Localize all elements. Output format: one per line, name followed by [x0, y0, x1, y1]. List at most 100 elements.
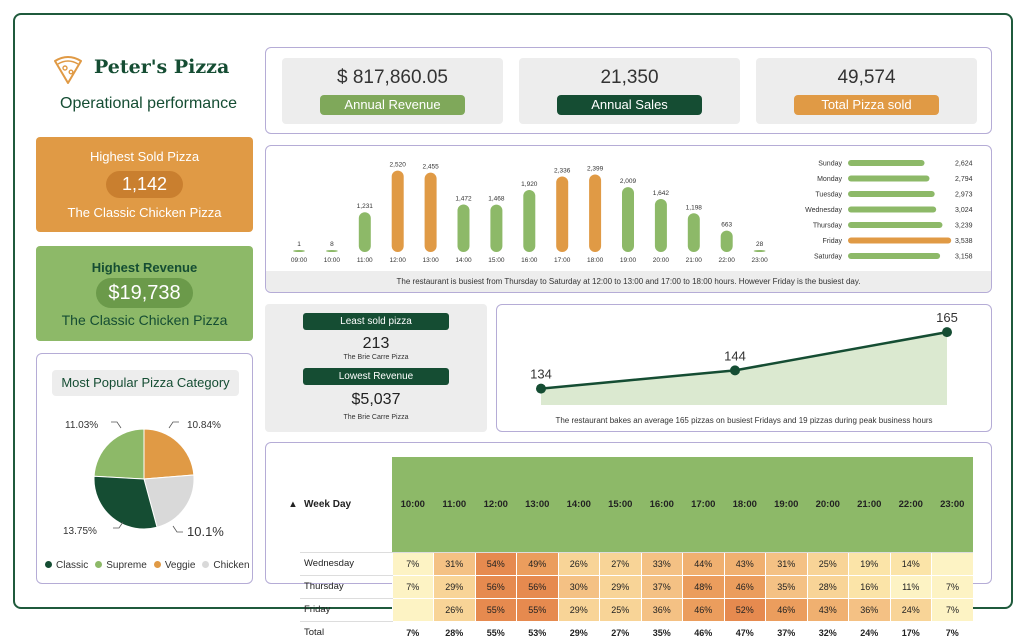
pie-slice-chicken[interactable]	[143, 474, 195, 528]
weekday-bar-thursday[interactable]	[848, 222, 943, 228]
total-cell: 28%	[433, 621, 475, 644]
hour-column-header[interactable]: 23:00	[931, 457, 973, 553]
kpi-label: Annual Revenue	[320, 95, 465, 115]
kpi-annual-revenue: $ 817,860.05 Annual Revenue	[282, 58, 503, 124]
hour-bar-21:00[interactable]	[687, 213, 700, 252]
highest-sold-pizza: The Classic Chicken Pizza	[67, 205, 222, 220]
heat-cell: 52%	[723, 598, 766, 622]
hour-bar-14:00[interactable]	[457, 204, 470, 252]
hour-column-header[interactable]: 21:00	[848, 457, 890, 553]
weekday-bar-tuesday[interactable]	[848, 191, 935, 197]
hour-value-label: 663	[721, 222, 732, 229]
weekday-value-label: 3,158	[955, 254, 973, 261]
kpi-total-pizza-sold: 49,574 Total Pizza sold	[756, 58, 977, 124]
legend-item-chicken[interactable]: Chicken	[202, 560, 250, 571]
hour-column-header[interactable]: 19:00	[765, 457, 807, 553]
hour-value-label: 2,336	[554, 168, 571, 175]
weekday-bar-chart: Sunday 2,624 Monday 2,794 Tuesday 2,973 Wednes…	[805, 160, 973, 261]
line-point[interactable]	[536, 383, 546, 394]
hour-bar-19:00[interactable]	[622, 187, 634, 252]
weekday-value-label: 3,024	[955, 207, 973, 214]
sales-by-time-panel: 1 09:00 8 10:00 1,231 11:00 2,520 12:00 2,455 13:…	[265, 145, 992, 293]
hour-value-label: 1,468	[488, 196, 505, 203]
hour-bar-10:00[interactable]	[325, 250, 338, 252]
hour-value-label: 1	[297, 241, 301, 248]
weekday-bar-sunday[interactable]	[848, 160, 925, 166]
heat-cell: 11%	[889, 575, 932, 599]
total-cell: 35%	[641, 621, 683, 644]
hour-column-header[interactable]: 11:00	[433, 457, 475, 553]
hour-bar-17:00[interactable]	[556, 176, 569, 252]
weekday-label: Friday	[823, 238, 843, 245]
heat-cell: 33%	[640, 552, 683, 576]
hour-column-header[interactable]: 14:00	[558, 457, 600, 553]
hour-bar-18:00[interactable]	[589, 174, 602, 252]
heat-cell: 29%	[557, 598, 600, 622]
hour-bar-15:00[interactable]	[490, 204, 503, 252]
hour-bar-11:00[interactable]	[358, 212, 371, 252]
pie-leader-line	[168, 421, 179, 429]
lowest-revenue-pizza: The Brie Carre Pizza	[343, 414, 409, 421]
least-sold-card: Least sold pizza 213 The Brie Carre Pizz…	[265, 304, 487, 432]
pizzas-area-chart: 134 144 165	[530, 310, 958, 405]
heat-cell: 7%	[391, 552, 434, 576]
pie-leader-line	[111, 421, 122, 429]
hour-bar-22:00[interactable]	[720, 230, 733, 252]
weekday-label: Thursday	[813, 223, 843, 230]
least-sold-value: 213	[362, 335, 390, 352]
weekday-bar-saturday[interactable]	[848, 253, 941, 259]
heat-cell: 7%	[931, 598, 973, 622]
weekday-bar-monday[interactable]	[848, 175, 930, 182]
line-point[interactable]	[942, 327, 952, 338]
hour-bar-23:00[interactable]	[753, 250, 766, 252]
least-sold-label: Least sold pizza	[303, 313, 449, 330]
hour-column-header[interactable]: 22:00	[890, 457, 932, 553]
hour-column-header[interactable]: 18:00	[724, 457, 766, 553]
hour-tick-label: 23:00	[751, 257, 768, 264]
highest-revenue-pizza: The Classic Chicken Pizza	[61, 312, 228, 328]
hour-column-header[interactable]: 12:00	[475, 457, 517, 553]
hour-tick-label: 16:00	[521, 257, 538, 264]
hour-bar-13:00[interactable]	[424, 172, 437, 252]
hour-tick-label: 17:00	[554, 257, 571, 264]
heat-cell: 48%	[682, 575, 724, 599]
hour-value-label: 1,231	[357, 203, 374, 210]
area-fill	[541, 332, 947, 405]
pie-slice-veggie[interactable]	[143, 428, 195, 480]
hour-bar-20:00[interactable]	[654, 198, 667, 252]
hour-column-header[interactable]: 10:00	[392, 457, 434, 553]
weekday-label: Saturday	[814, 254, 843, 261]
hour-column-header[interactable]: 17:00	[682, 457, 724, 553]
hour-column-header[interactable]: 15:00	[599, 457, 641, 553]
total-cell: 47%	[724, 621, 766, 644]
hour-column-header[interactable]: 16:00	[641, 457, 683, 553]
hour-value-label: 1,920	[521, 181, 538, 188]
hourly-heatmap-table: ▲ Week Day 10:00 11:00 12:00 13:00 14:00 15:0…	[286, 457, 973, 644]
heat-cell: 55%	[474, 598, 517, 622]
legend-label: Classic	[56, 560, 89, 571]
weekday-value-label: 3,239	[955, 223, 973, 230]
pie-slice-supreme[interactable]	[93, 428, 145, 480]
line-point[interactable]	[730, 365, 740, 376]
legend-item-supreme[interactable]: Supreme	[95, 560, 147, 571]
legend-item-veggie[interactable]: Veggie	[153, 560, 195, 571]
hour-tick-label: 15:00	[488, 257, 505, 264]
legend-dot	[153, 561, 161, 568]
week-day-header[interactable]: Week Day	[300, 457, 392, 553]
hour-bar-09:00[interactable]	[293, 250, 305, 252]
hour-bar-16:00[interactable]	[523, 189, 536, 252]
hour-column-header[interactable]: 13:00	[516, 457, 558, 553]
total-cell: 46%	[682, 621, 724, 644]
total-cell: 24%	[848, 621, 890, 644]
hour-column-header[interactable]: 20:00	[807, 457, 849, 553]
sort-arrow-icon[interactable]: ▲	[288, 499, 298, 510]
legend-item-classic[interactable]: Classic	[45, 560, 88, 571]
heatmap-panel: ▲ Week Day 10:00 11:00 12:00 13:00 14:00 15:0…	[265, 442, 992, 644]
hour-tick-label: 11:00	[357, 257, 373, 264]
total-label: Total	[300, 621, 392, 644]
pie-slice-classic[interactable]	[93, 475, 158, 530]
heat-cell: 25%	[599, 598, 641, 622]
weekday-bar-friday[interactable]	[848, 237, 952, 244]
weekday-bar-wednesday[interactable]	[848, 206, 937, 213]
hour-bar-12:00[interactable]	[391, 170, 404, 252]
